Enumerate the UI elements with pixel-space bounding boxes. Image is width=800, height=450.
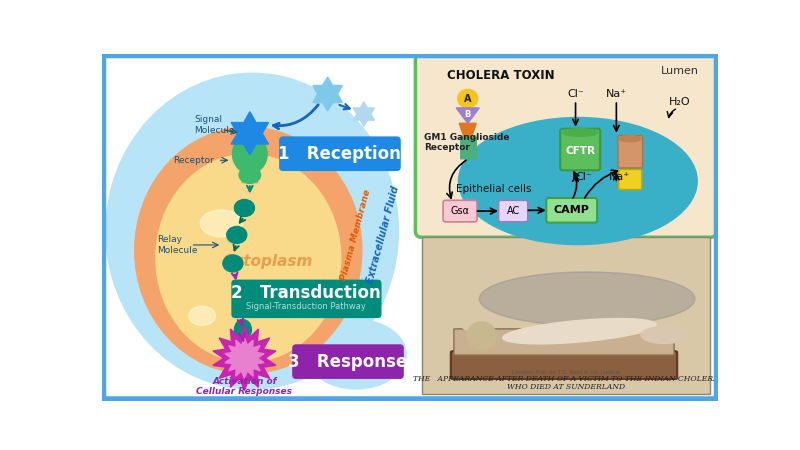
Text: GM1 Ganglioside
Receptor: GM1 Ganglioside Receptor (424, 133, 510, 152)
Ellipse shape (619, 135, 641, 142)
FancyBboxPatch shape (546, 198, 597, 223)
Text: 3   Response: 3 Response (288, 353, 407, 371)
Ellipse shape (233, 135, 267, 173)
Text: Cytoplasm: Cytoplasm (222, 254, 313, 270)
Polygon shape (225, 338, 264, 378)
Ellipse shape (306, 320, 406, 389)
FancyBboxPatch shape (415, 54, 717, 237)
Ellipse shape (189, 306, 215, 325)
Text: Cl⁻: Cl⁻ (567, 89, 584, 99)
Polygon shape (313, 77, 342, 111)
Text: AC: AC (506, 206, 520, 216)
FancyBboxPatch shape (279, 136, 401, 171)
FancyBboxPatch shape (292, 344, 404, 379)
Ellipse shape (156, 154, 341, 362)
Ellipse shape (458, 90, 478, 108)
Polygon shape (456, 108, 479, 123)
Text: Cl⁻: Cl⁻ (575, 172, 592, 182)
Text: 2   Transduction: 2 Transduction (231, 284, 381, 302)
FancyBboxPatch shape (451, 351, 677, 379)
Text: Na⁺: Na⁺ (609, 172, 630, 182)
Ellipse shape (200, 210, 242, 237)
Text: Relay
Molecule: Relay Molecule (158, 235, 198, 255)
Text: Receptor: Receptor (173, 156, 214, 165)
Text: London: Pub. by T.S. Boys & Co. Ludlow: London: Pub. by T.S. Boys & Co. Ludlow (512, 369, 620, 374)
FancyBboxPatch shape (560, 129, 600, 170)
Text: Signal-Transduction Pathway: Signal-Transduction Pathway (246, 302, 366, 311)
Text: Activation of
Cellular Responses: Activation of Cellular Responses (197, 377, 293, 396)
Text: WHO DIED AT SUNDERLAND: WHO DIED AT SUNDERLAND (507, 383, 626, 392)
Ellipse shape (106, 73, 398, 389)
Ellipse shape (226, 226, 246, 243)
Text: THE   APPEARANCE AFTER DEATH OF A VICTIM TO THE INDIAN CHOLERA: THE APPEARANCE AFTER DEATH OF A VICTIM T… (414, 375, 719, 383)
Text: Signal
Molecule: Signal Molecule (194, 115, 235, 135)
Text: A: A (464, 94, 471, 104)
FancyBboxPatch shape (618, 170, 642, 189)
Ellipse shape (479, 272, 695, 326)
Ellipse shape (287, 282, 318, 303)
Text: Plasma Membrane: Plasma Membrane (339, 189, 373, 282)
FancyBboxPatch shape (422, 237, 710, 394)
Text: B: B (465, 110, 471, 119)
FancyBboxPatch shape (618, 135, 642, 168)
Polygon shape (231, 112, 269, 155)
Polygon shape (213, 326, 276, 391)
Text: Gsα: Gsα (450, 206, 470, 216)
Ellipse shape (467, 322, 496, 350)
Polygon shape (459, 123, 476, 137)
Text: CFTR: CFTR (565, 146, 595, 156)
Ellipse shape (234, 199, 254, 216)
Ellipse shape (641, 327, 687, 343)
Text: 1   Reception: 1 Reception (278, 145, 402, 163)
Text: Na⁺: Na⁺ (606, 89, 627, 99)
FancyBboxPatch shape (460, 136, 477, 159)
Text: H₂O: H₂O (669, 97, 690, 107)
Ellipse shape (134, 127, 362, 374)
FancyBboxPatch shape (454, 329, 674, 355)
Ellipse shape (223, 255, 243, 272)
Polygon shape (353, 102, 374, 126)
Ellipse shape (459, 308, 484, 331)
Text: CAMP: CAMP (554, 205, 590, 215)
Text: Epithelial cells: Epithelial cells (456, 184, 532, 194)
Text: Extracellular Fluid: Extracellular Fluid (366, 185, 401, 285)
Ellipse shape (562, 129, 598, 136)
Ellipse shape (502, 319, 656, 344)
FancyBboxPatch shape (498, 200, 528, 222)
FancyBboxPatch shape (443, 200, 477, 222)
FancyBboxPatch shape (231, 279, 382, 318)
Ellipse shape (239, 166, 261, 183)
FancyBboxPatch shape (242, 159, 258, 183)
Text: Lumen: Lumen (661, 66, 698, 76)
Ellipse shape (458, 117, 698, 245)
Ellipse shape (234, 320, 251, 340)
Text: CHOLERA TOXIN: CHOLERA TOXIN (447, 69, 554, 82)
